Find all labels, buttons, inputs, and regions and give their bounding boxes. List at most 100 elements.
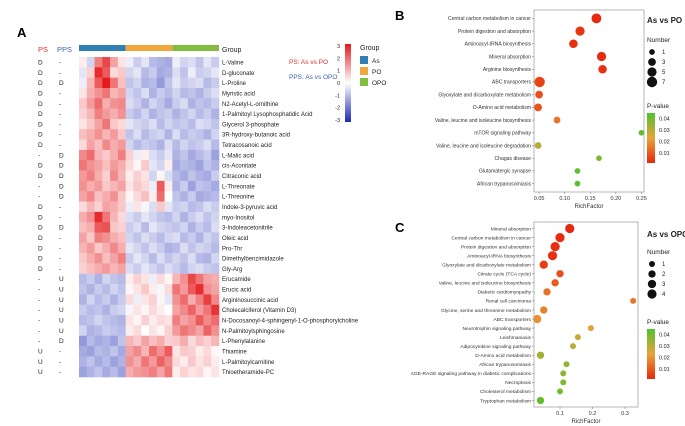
heatmap-cell (141, 149, 150, 161)
heatmap-cell (187, 67, 196, 78)
heatmap-cell (133, 149, 142, 161)
metabolite-label: L-Proline (222, 81, 247, 87)
heatmap-cell (86, 57, 95, 68)
pathway-bubble (534, 76, 545, 88)
heatmap-cell (211, 201, 220, 213)
heatmap-cell (149, 253, 158, 264)
heatmap-cell (187, 356, 196, 367)
pathway-label: Tryptophan metabolism (480, 398, 531, 404)
ps-column-header: PS (38, 45, 48, 54)
heatmap-cell (110, 346, 119, 357)
size-legend-dot (648, 58, 656, 66)
heatmap-cell (203, 98, 212, 109)
heatmap-cell (79, 129, 88, 140)
heatmap-cell (203, 129, 212, 140)
heatmap-cell (203, 346, 212, 357)
heatmap-cell (117, 201, 126, 213)
heatmap-cell (156, 149, 165, 161)
heatmap-cell (110, 149, 119, 161)
heatmap-cell (172, 67, 181, 78)
heatmap-cell (195, 201, 204, 213)
pathway-bubble (557, 388, 563, 395)
heatmap-cell (149, 139, 158, 151)
heatmap-cell (180, 294, 189, 306)
heatmap-cell (133, 356, 142, 367)
heatmap-cell (133, 294, 142, 306)
pathway-bubble (536, 396, 545, 405)
heatmap-cell (141, 366, 150, 378)
heatmap-cell (187, 273, 196, 285)
heatmap-cell (141, 242, 150, 254)
ps-direction: D (38, 204, 43, 211)
heatmap-cell (110, 67, 119, 78)
heatmap-cell (94, 77, 103, 89)
heatmap-cell (164, 335, 173, 347)
heatmap-cell (211, 77, 220, 89)
heatmap-cell (117, 180, 126, 192)
x-axis-label: RichFactor (571, 419, 600, 425)
heatmap-cell (86, 222, 95, 233)
heatmap-cell (125, 118, 134, 130)
heatmap-cell (211, 253, 220, 264)
heatmap-cell (117, 129, 126, 140)
heatmap-cell (110, 325, 119, 337)
heatmap-cell (149, 263, 158, 275)
heatmap-cell (102, 129, 111, 140)
heatmap-cell (102, 108, 111, 120)
pathway-bubble (560, 370, 567, 377)
metabolite-label: Citraconic acid (222, 174, 261, 180)
heatmap-cell (187, 253, 196, 264)
heatmap-cell (110, 180, 119, 192)
ps-direction: D (38, 121, 43, 128)
heatmap-cell (86, 160, 95, 171)
heatmap-cell (141, 57, 150, 68)
heatmap-cell (110, 87, 119, 99)
heatmap-cell (149, 315, 158, 326)
heatmap-cell (164, 325, 173, 337)
heatmap-cell (203, 180, 212, 192)
pathway-bubble (560, 379, 567, 386)
heatmap-cell (211, 98, 220, 109)
heatmap-cell (164, 87, 173, 99)
heatmap-cell (141, 77, 150, 89)
pathway-bubble (596, 155, 602, 162)
heatmap-cell (172, 191, 181, 202)
x-tick-label: 0.1 (556, 411, 564, 417)
pathway-bubble (553, 116, 561, 124)
heatmap-cell (86, 211, 95, 223)
pathway-bubble (540, 306, 548, 314)
metabolite-label: Thioetheramide-PC (222, 370, 275, 376)
heatmap-cell (117, 284, 126, 295)
metabolite-label: cis-Aconitate (222, 164, 257, 170)
heatmap-cell (125, 294, 134, 306)
heatmap-cell (187, 201, 196, 213)
heatmap-cell (125, 325, 134, 337)
heatmap-cell (203, 242, 212, 254)
heatmap-cell (102, 335, 111, 347)
heatmap-cell (172, 294, 181, 306)
heatmap-cell (110, 304, 119, 316)
metabolite-label: 3R-hydroxy-butanoic acid (222, 133, 290, 139)
heatmap-cell (133, 325, 142, 337)
ps-direction: D (38, 132, 43, 139)
heatmap-cell (141, 87, 150, 99)
ps-direction: D (38, 245, 43, 252)
heatmap-cell (86, 170, 95, 182)
heatmap-cell (149, 242, 158, 254)
heatmap-cell (141, 201, 150, 213)
ps-direction: D (38, 163, 43, 170)
heatmap-cell (86, 149, 95, 161)
heatmap-cell (117, 139, 126, 151)
heatmap-cell (133, 129, 142, 140)
heatmap-cell (203, 139, 212, 151)
pathway-label: Glyoxylate and dicarboxylate metabolism (438, 92, 531, 98)
panel-label-c: C (395, 220, 405, 235)
heatmap-cell (164, 160, 173, 171)
heatmap-cell (102, 149, 111, 161)
heatmap-cell (110, 222, 119, 233)
ps-direction: - (38, 328, 40, 335)
panel-label-a: A (17, 25, 27, 40)
heatmap-cell (211, 139, 220, 151)
heatmap-cell (211, 315, 220, 326)
